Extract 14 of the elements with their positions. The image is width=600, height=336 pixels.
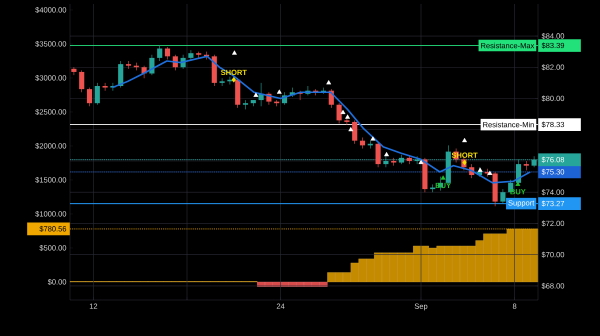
- candlestick: [118, 60, 124, 88]
- candlestick: [336, 102, 342, 124]
- candlestick: [79, 70, 84, 93]
- candlestick: [500, 188, 506, 204]
- candlestick: [157, 45, 162, 62]
- candlestick: [376, 142, 381, 168]
- candlestick: [352, 120, 358, 144]
- candlestick: [242, 100, 248, 110]
- candlestick: [164, 46, 170, 60]
- candlestick: [126, 60, 132, 70]
- candlestick: [94, 82, 100, 106]
- candlestick: [86, 87, 92, 107]
- candlestick: [524, 160, 529, 171]
- candlestick: [360, 137, 366, 149]
